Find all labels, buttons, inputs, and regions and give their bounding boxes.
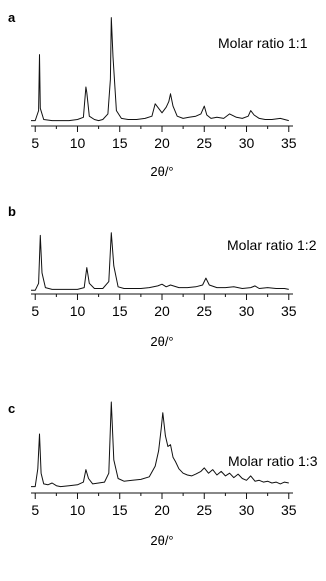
diffraction-trace <box>31 17 289 122</box>
panel-label: a <box>8 10 16 25</box>
x-tick-label: 20 <box>154 303 170 319</box>
x-tick-label: 30 <box>239 135 255 151</box>
diffraction-trace <box>31 232 289 291</box>
x-tick-label: 35 <box>281 502 297 518</box>
panel-c: c Molar ratio 1:3 5 10 15 20 25 30 35 2θ/° <box>8 401 318 548</box>
panel-label: b <box>8 204 16 219</box>
x-tick-label: 30 <box>239 303 255 319</box>
x-tick-label: 10 <box>70 135 86 151</box>
x-tick-label: 20 <box>154 502 170 518</box>
x-axis-label: 2θ/° <box>150 334 173 349</box>
x-tick-label: 30 <box>239 502 255 518</box>
x-tick-label: 5 <box>31 502 39 518</box>
molar-ratio-annotation: Molar ratio 1:2 <box>227 237 317 253</box>
molar-ratio-annotation: Molar ratio 1:3 <box>228 453 318 469</box>
x-axis-label: 2θ/° <box>150 533 173 548</box>
panel-b: b Molar ratio 1:2 5 10 15 20 25 30 35 2θ/° <box>8 204 317 349</box>
x-tick-label: 25 <box>196 303 212 319</box>
x-tick-label: 10 <box>70 502 86 518</box>
x-tick-label: 15 <box>112 135 128 151</box>
x-tick-label: 15 <box>112 303 128 319</box>
x-tick-label: 35 <box>281 303 297 319</box>
x-tick-label: 35 <box>281 135 297 151</box>
panel-a: a Molar ratio 1:1 5 10 15 20 25 30 35 2θ/° <box>8 10 308 179</box>
diffraction-trace <box>31 401 289 488</box>
x-tick-label: 20 <box>154 135 170 151</box>
x-tick-label: 25 <box>196 135 212 151</box>
panel-label: c <box>8 401 15 416</box>
x-tick-label: 10 <box>70 303 86 319</box>
x-tick-label: 5 <box>31 135 39 151</box>
x-tick-label: 25 <box>196 502 212 518</box>
x-tick-label: 5 <box>31 303 39 319</box>
x-tick-label: 15 <box>112 502 128 518</box>
x-axis-label: 2θ/° <box>150 164 173 179</box>
molar-ratio-annotation: Molar ratio 1:1 <box>218 35 308 51</box>
